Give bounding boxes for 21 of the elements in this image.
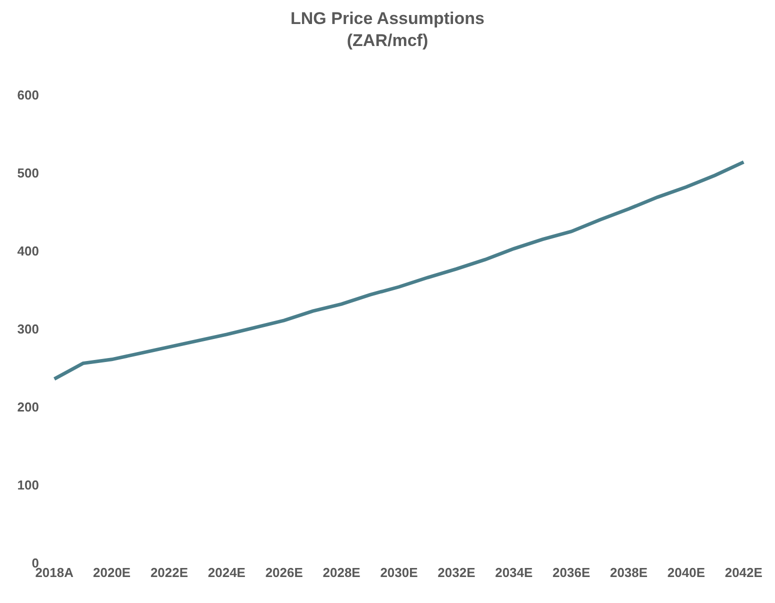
y-tick-label: 400	[17, 244, 39, 259]
x-tick-label: 2026E	[265, 565, 304, 580]
x-tick-label: 2030E	[380, 565, 418, 580]
y-tick-label: 100	[17, 478, 39, 493]
x-tick-label: 2028E	[322, 565, 361, 580]
y-tick-label: 200	[17, 400, 39, 415]
x-tick-label: 2022E	[150, 565, 188, 580]
x-tick-label: 2040E	[667, 565, 706, 580]
x-tick-label: 2020E	[93, 565, 131, 580]
x-tick-label: 2034E	[495, 565, 534, 580]
x-tick-label: 2042E	[724, 565, 763, 580]
y-tick-label: 500	[17, 166, 39, 181]
x-tick-label: 2024E	[208, 565, 246, 580]
y-tick-label: 600	[17, 88, 39, 103]
y-tick-label: 300	[17, 322, 39, 337]
x-tick-label: 2038E	[610, 565, 648, 580]
x-tick-label: 2036E	[552, 565, 590, 580]
chart-title: LNG Price Assumptions	[290, 9, 484, 28]
line-series	[52, 160, 746, 381]
chart-subtitle: (ZAR/mcf)	[346, 31, 428, 50]
x-tick-label: 2032E	[438, 565, 476, 580]
